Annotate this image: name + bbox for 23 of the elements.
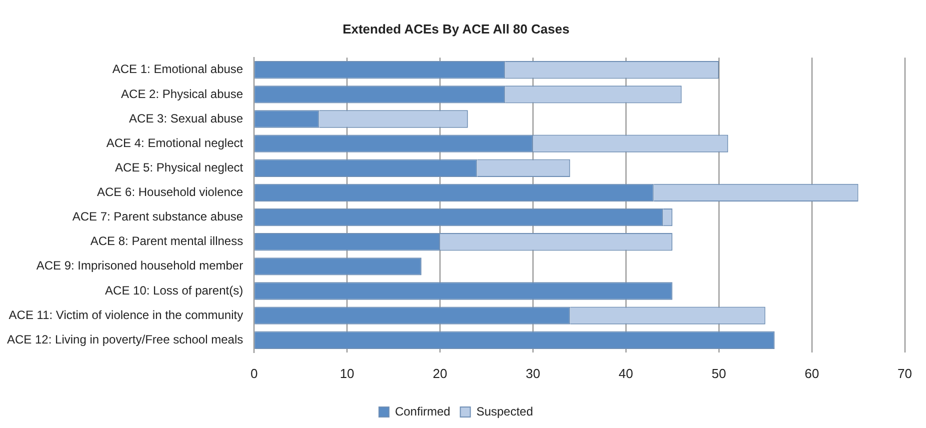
y-tick-label: ACE 1: Emotional abuse — [112, 62, 244, 76]
legend-label: Suspected — [476, 404, 534, 418]
y-tick-label: ACE 8: Parent mental illness — [90, 234, 244, 248]
y-tick-label: ACE 11: Victim of violence in the community — [8, 308, 244, 322]
x-tick-label: 60 — [804, 366, 820, 381]
x-tick-label: 20 — [432, 366, 448, 381]
y-tick-label: ACE 4: Emotional neglect — [106, 136, 244, 150]
x-tick-label: 0 — [250, 366, 258, 381]
y-tick-label: ACE 9: Imprisoned household member — [36, 258, 244, 273]
y-tick-label: ACE 3: Sexual abuse — [129, 111, 244, 126]
y-tick-label: ACE 2: Physical abuse — [121, 86, 244, 101]
x-tick-label: 70 — [898, 366, 912, 381]
legend-label: Confirmed — [394, 404, 450, 418]
x-tick-label: 30 — [526, 366, 540, 381]
y-tick-label: ACE 5: Physical neglect — [115, 160, 244, 174]
chart-title: Extended ACEs By ACE All 80 Cases — [342, 21, 570, 36]
y-tick-label: ACE 7: Parent substance abuse — [72, 210, 244, 224]
x-tick-label: 50 — [712, 366, 726, 381]
y-tick-label: ACE 6: Household violence — [97, 185, 244, 200]
y-tick-label: ACE 12: Living in poverty/Free school meals — [7, 332, 244, 346]
y-tick-label: ACE 10: Loss of parent(s) — [105, 283, 244, 298]
x-tick-label: 40 — [618, 366, 634, 381]
x-tick-label: 10 — [340, 366, 354, 381]
